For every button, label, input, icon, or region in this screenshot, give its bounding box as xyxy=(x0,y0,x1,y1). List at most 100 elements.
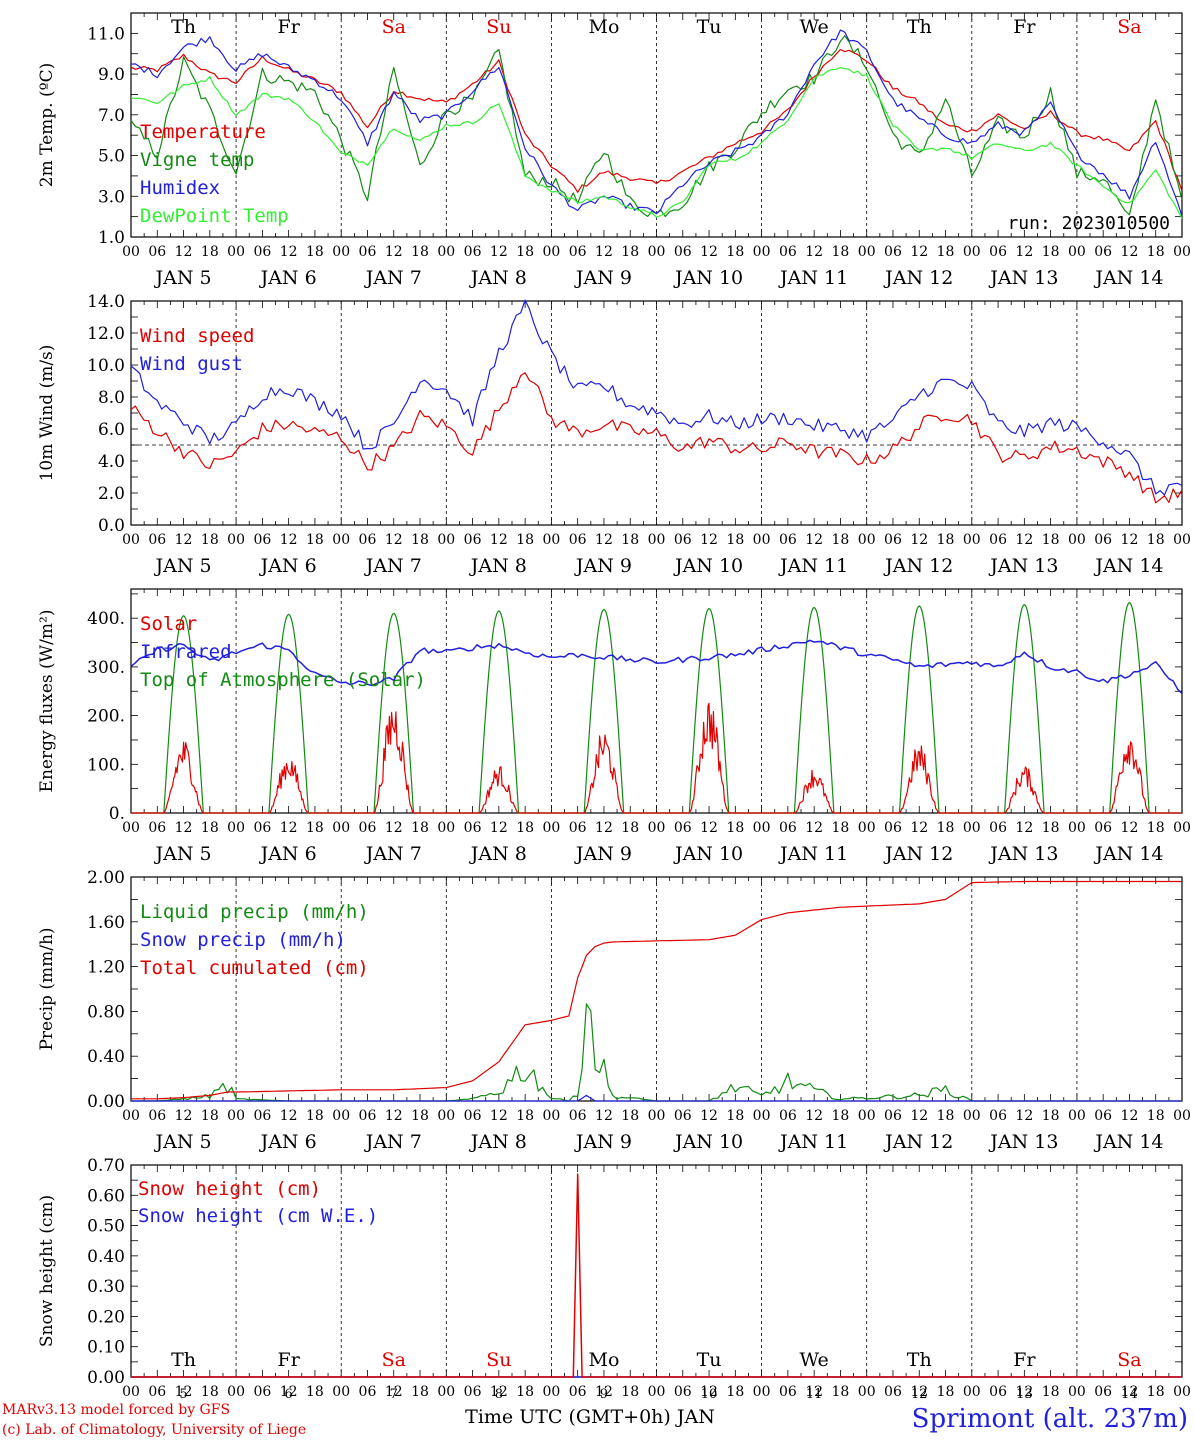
x-axis-label: Time UTC (GMT+0h) JAN xyxy=(465,1406,715,1428)
y-axis-label: 10m Wind (m/s) xyxy=(37,345,57,482)
day-number-label: 7 xyxy=(390,1387,398,1402)
hour-tick-label: 18 xyxy=(411,244,429,260)
hour-tick-label: 12 xyxy=(175,1384,193,1400)
y-tick-label: 9.0 xyxy=(98,65,125,85)
y-tick-label: 11.0 xyxy=(87,24,125,44)
hour-tick-label: 18 xyxy=(306,532,324,548)
hour-tick-label: 00 xyxy=(1173,820,1191,836)
legend-entry: Snow precip (mm/h) xyxy=(140,929,346,951)
hour-tick-label: 06 xyxy=(464,244,482,260)
weekday-label: Fr xyxy=(1013,1349,1036,1371)
hour-tick-label: 00 xyxy=(227,532,245,548)
y-tick-label: 0.80 xyxy=(87,1002,125,1022)
hour-tick-label: 00 xyxy=(963,1108,981,1124)
legend-entry: Temperature xyxy=(140,121,266,143)
date-label: JAN 9 xyxy=(574,555,632,577)
y-tick-label: 0.10 xyxy=(87,1338,125,1358)
hour-tick-label: 00 xyxy=(1068,820,1086,836)
hour-tick-label: 00 xyxy=(437,1384,455,1400)
hour-tick-label: 00 xyxy=(963,820,981,836)
hour-tick-label: 12 xyxy=(490,1108,508,1124)
weekday-label: Th xyxy=(171,1349,196,1371)
hour-tick-label: 00 xyxy=(753,1108,771,1124)
hour-tick-label: 00 xyxy=(542,1108,560,1124)
hour-tick-label: 18 xyxy=(726,244,744,260)
day-number-label: 6 xyxy=(285,1387,293,1402)
date-label: JAN 5 xyxy=(154,555,212,577)
hour-tick-label: 00 xyxy=(1068,244,1086,260)
date-label: JAN 6 xyxy=(259,555,317,577)
hour-tick-label: 00 xyxy=(227,820,245,836)
y-tick-label: 7.0 xyxy=(98,106,125,126)
date-label: JAN 6 xyxy=(259,1131,317,1153)
hour-tick-label: 00 xyxy=(332,532,350,548)
hour-tick-label: 12 xyxy=(700,1384,718,1400)
hour-tick-label: 06 xyxy=(1094,532,1112,548)
hour-tick-label: 00 xyxy=(122,1384,140,1400)
date-label: JAN 14 xyxy=(1093,267,1163,289)
hour-tick-label: 00 xyxy=(1173,1384,1191,1400)
y-axis-label: 2m Temp. (ºC) xyxy=(37,63,57,188)
y-tick-label: 4.0 xyxy=(98,452,125,472)
hour-tick-label: 18 xyxy=(516,532,534,548)
hour-tick-label: 06 xyxy=(779,244,797,260)
weekday-label: Th xyxy=(171,16,196,38)
hour-tick-label: 12 xyxy=(1121,244,1139,260)
model-credit: MARv3.13 model forced by GFS xyxy=(2,1402,230,1418)
hour-tick-label: 18 xyxy=(621,1108,639,1124)
weekday-label: Mo xyxy=(588,1349,619,1371)
date-label: JAN 12 xyxy=(883,843,953,865)
hour-tick-label: 12 xyxy=(595,244,613,260)
date-label: JAN 8 xyxy=(469,267,527,289)
y-tick-label: 10.0 xyxy=(87,356,125,376)
series-line xyxy=(130,29,1183,217)
y-tick-label: 14.0 xyxy=(87,292,125,312)
date-label: JAN 7 xyxy=(364,267,422,289)
hour-tick-label: 06 xyxy=(1094,1108,1112,1124)
hour-tick-label: 00 xyxy=(542,244,560,260)
hour-tick-label: 06 xyxy=(359,1384,377,1400)
hour-tick-label: 06 xyxy=(148,532,166,548)
hour-tick-label: 18 xyxy=(1042,1384,1060,1400)
hour-tick-label: 00 xyxy=(648,1108,666,1124)
hour-tick-label: 06 xyxy=(464,820,482,836)
hour-tick-label: 06 xyxy=(989,1108,1007,1124)
hour-tick-label: 00 xyxy=(753,244,771,260)
hour-tick-label: 12 xyxy=(1121,820,1139,836)
hour-tick-label: 06 xyxy=(674,820,692,836)
hour-tick-label: 12 xyxy=(910,1384,928,1400)
hour-tick-label: 00 xyxy=(753,1384,771,1400)
y-tick-label: 12.0 xyxy=(87,324,125,344)
hour-tick-label: 06 xyxy=(989,244,1007,260)
hour-tick-label: 06 xyxy=(253,1108,271,1124)
hour-tick-label: 18 xyxy=(1042,532,1060,548)
legend-entry: Snow height (cm) xyxy=(138,1178,321,1200)
hour-tick-label: 06 xyxy=(779,820,797,836)
date-label: JAN 10 xyxy=(673,1131,743,1153)
date-label: JAN 5 xyxy=(154,267,212,289)
hour-tick-label: 06 xyxy=(569,820,587,836)
date-label: JAN 13 xyxy=(988,267,1058,289)
weekday-label: We xyxy=(800,16,829,38)
series-line xyxy=(131,1094,1182,1102)
hour-tick-label: 06 xyxy=(989,820,1007,836)
hour-tick-label: 00 xyxy=(437,1108,455,1124)
day-number-label: 13 xyxy=(1016,1387,1033,1402)
date-label: JAN 11 xyxy=(778,843,848,865)
hour-tick-label: 00 xyxy=(122,532,140,548)
hour-tick-label: 00 xyxy=(648,532,666,548)
hour-tick-label: 18 xyxy=(201,244,219,260)
date-label: JAN 6 xyxy=(259,843,317,865)
y-tick-label: 300. xyxy=(87,658,125,678)
hour-tick-label: 06 xyxy=(359,244,377,260)
day-number-label: 9 xyxy=(600,1387,608,1402)
hour-tick-label: 06 xyxy=(779,1108,797,1124)
series-line xyxy=(131,1173,1182,1378)
hour-tick-label: 06 xyxy=(884,820,902,836)
hour-tick-label: 06 xyxy=(253,532,271,548)
hour-tick-label: 18 xyxy=(937,244,955,260)
date-label: JAN 7 xyxy=(364,555,422,577)
day-number-label: 11 xyxy=(806,1387,823,1402)
weekday-label: Sa xyxy=(382,16,406,38)
hour-tick-label: 12 xyxy=(595,820,613,836)
